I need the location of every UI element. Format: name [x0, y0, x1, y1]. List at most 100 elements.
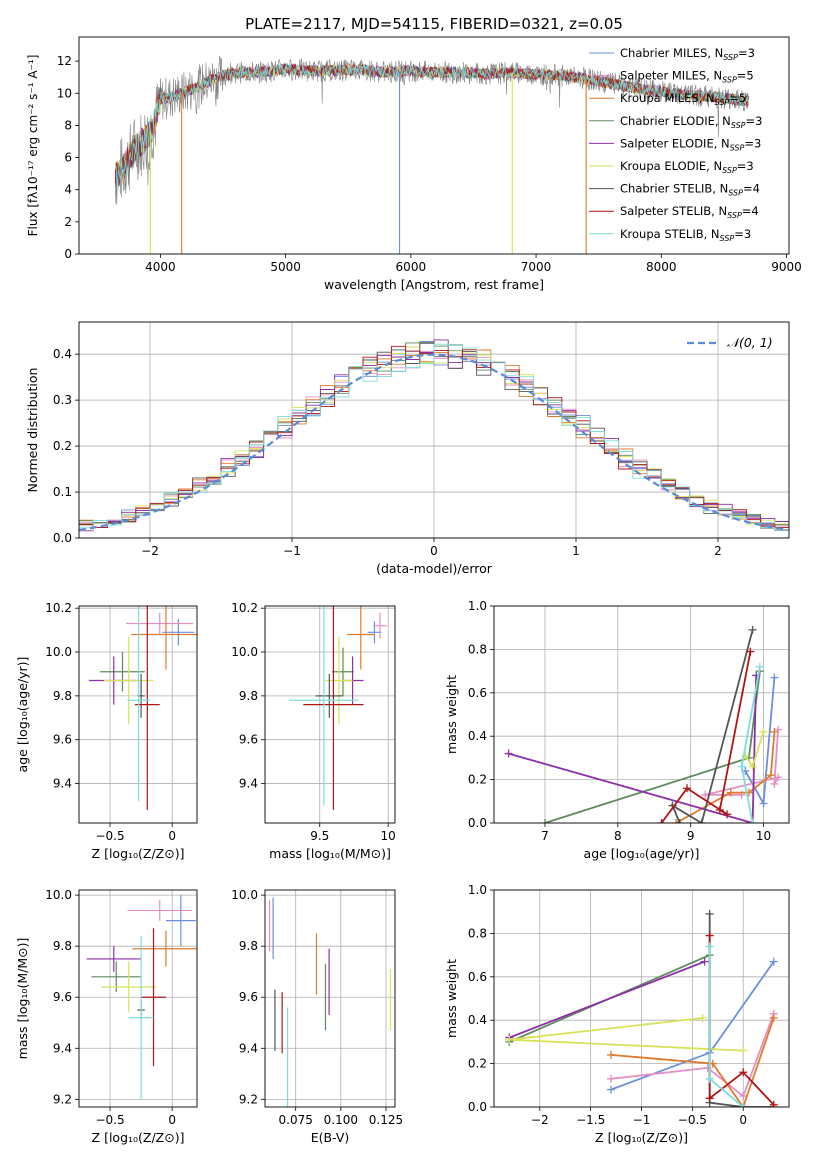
mass-weight-line: [610, 1017, 775, 1107]
legend-entry: Kroupa ELODIE, NSSP=3: [620, 159, 754, 175]
mass-weight-marker: [774, 773, 783, 782]
mass-weight-line: [508, 675, 758, 823]
legend-entry: Chabrier STELIB, NSSP=4: [620, 182, 760, 198]
x-tick-label: 5000: [270, 260, 301, 274]
plot-area: [79, 339, 789, 532]
y-tick-label: 0.6: [468, 970, 487, 984]
errorbar-point: [86, 946, 142, 972]
y-tick-label: 0.1: [53, 485, 72, 499]
axes-frame: [264, 889, 396, 1108]
errorbar-point: [128, 935, 154, 1100]
mass-weight-marker: [697, 819, 706, 823]
panel-mass-vs-ebv: 0.075 0.100 0.125 9.2 9.4 9.6 9.8 10.0 E(B-V): [231, 888, 403, 1145]
x-tick-label: 7000: [521, 260, 552, 274]
mass-weight-marker: [759, 799, 768, 808]
mass-weight-marker: [723, 810, 732, 819]
mass-weight-marker: [748, 625, 757, 634]
y-tick-label: 9.8: [53, 689, 72, 703]
x-tick-label: 8000: [646, 260, 677, 274]
y-tick-label: 9.6: [53, 733, 72, 747]
grid: [265, 606, 395, 823]
mass-weight-marker: [698, 1014, 707, 1023]
mass-weight-marker: [770, 779, 779, 788]
y-tick-label: 10.0: [45, 888, 72, 902]
axes-frame: [493, 889, 790, 1108]
mass-weight-marker: [748, 819, 757, 823]
panel-mass-weight-vs-z: −2 −1.5 −1 −0.5 0 0.0 0.2 0.4 0.6 0.8 1.0 Z [log₁₀(…: [444, 883, 790, 1145]
mass-weight-marker: [759, 727, 768, 736]
mass-weight-marker: [657, 819, 666, 823]
y-tick-label: 9.4: [239, 1041, 258, 1055]
errorbar-point: [101, 961, 157, 1013]
x-tick-label: 0: [168, 1113, 176, 1127]
errorbar-point: [165, 895, 196, 947]
y-tick-label: 0.6: [468, 686, 487, 700]
x-axis-label: (data-model)/error: [376, 561, 493, 576]
errorbar-point: [131, 606, 197, 670]
y-tick-label: 10.2: [231, 601, 258, 615]
y-axis-label: mass [log₁₀(M/M⊙)]: [15, 938, 30, 1060]
mass-weight-marker: [700, 957, 709, 966]
mass-weight-marker: [672, 819, 681, 823]
axes-frame: [78, 321, 790, 539]
mass-weight-marker: [504, 749, 513, 758]
grid: [79, 606, 197, 823]
y-tick-label: 9.2: [239, 1092, 258, 1106]
y-tick-label: 0.4: [53, 347, 72, 361]
x-tick-label: 0: [739, 1113, 747, 1127]
legend-entry: Kroupa STELIB, NSSP=3: [620, 227, 751, 243]
panel-spectrum: 4000 5000 6000 7000 8000 9000 0 2 4 6 8 10 12 wavelen…: [26, 36, 802, 292]
x-tick-label: −0.5: [95, 829, 124, 843]
x-tick-label: −1: [283, 544, 301, 558]
y-axis-label: mass weight: [444, 675, 459, 754]
y-tick-label: 9.6: [53, 990, 72, 1004]
y-tick-label: 10.0: [231, 645, 258, 659]
y-tick-label: 9.8: [239, 939, 258, 953]
mass-weight-marker: [741, 751, 750, 760]
mass-weight-marker: [683, 784, 692, 793]
x-tick-label: 0.125: [369, 1113, 403, 1127]
x-tick-label: 4000: [145, 260, 176, 274]
y-tick-label: 0.8: [468, 642, 487, 656]
plot-area: [289, 606, 387, 810]
panel-age-vs-z: −0.5 0 9.4 9.6 9.8 10.0 10.2 Z [log₁₀(Z/Z⊙)] age…: [15, 601, 198, 861]
legend-entry: 𝒩(0, 1): [727, 335, 773, 350]
x-tick-label: 9.5: [310, 829, 329, 843]
errorbar-point: [303, 606, 364, 810]
grid: [494, 605, 789, 824]
mass-weight-marker: [540, 819, 549, 823]
errorbar-point: [103, 636, 154, 725]
y-tick-label: 0.0: [53, 531, 72, 545]
legend-entry: Salpeter STELIB, NSSP=4: [620, 204, 759, 220]
y-tick-label: 0.4: [468, 729, 487, 743]
panel-residuals: −2 −1 0 1 2 0.0 0.1 0.2 0.3 0.4 (data-model)/error…: [25, 321, 790, 576]
mass-weight-marker: [739, 1092, 748, 1101]
grid: [265, 890, 395, 1107]
mass-weight-marker: [606, 1074, 615, 1083]
mass-weight-marker: [606, 1085, 615, 1094]
x-tick-label: 7: [541, 829, 549, 843]
mass-weight-marker: [705, 909, 714, 918]
x-axis-label: Z [log₁₀(Z/Z⊙)]: [92, 846, 185, 861]
y-tick-label: 1.0: [468, 599, 487, 613]
x-tick-label: 10: [756, 829, 771, 843]
mass-weight-line: [508, 960, 705, 1039]
plot-area: [505, 909, 778, 1107]
y-tick-label: 2: [64, 215, 72, 229]
y-tick-label: 4: [64, 183, 72, 197]
mass-weight-marker: [505, 1035, 514, 1044]
x-tick-label: −1.5: [576, 1113, 605, 1127]
y-tick-label: 1.0: [468, 883, 487, 897]
y-tick-label: 9.6: [239, 733, 258, 747]
panel-age-vs-mass: 9.5 10 9.4 9.6 9.8 10.0 10.2 mass [log₁₀(M/M⊙)]: [231, 601, 396, 861]
y-tick-label: 10.0: [231, 888, 258, 902]
plot-area: [114, 55, 750, 254]
y-axis-label: age [log₁₀(age/yr)]: [15, 657, 30, 773]
figure-title: PLATE=2117, MJD=54115, FIBERID=0321, z=0…: [245, 15, 623, 33]
y-tick-label: 0.4: [468, 1013, 487, 1027]
plot-area: [504, 625, 783, 823]
mass-weight-marker: [739, 1046, 748, 1055]
y-tick-label: 10.0: [45, 645, 72, 659]
plot-area: [86, 895, 197, 1100]
mass-weight-marker: [737, 762, 746, 771]
